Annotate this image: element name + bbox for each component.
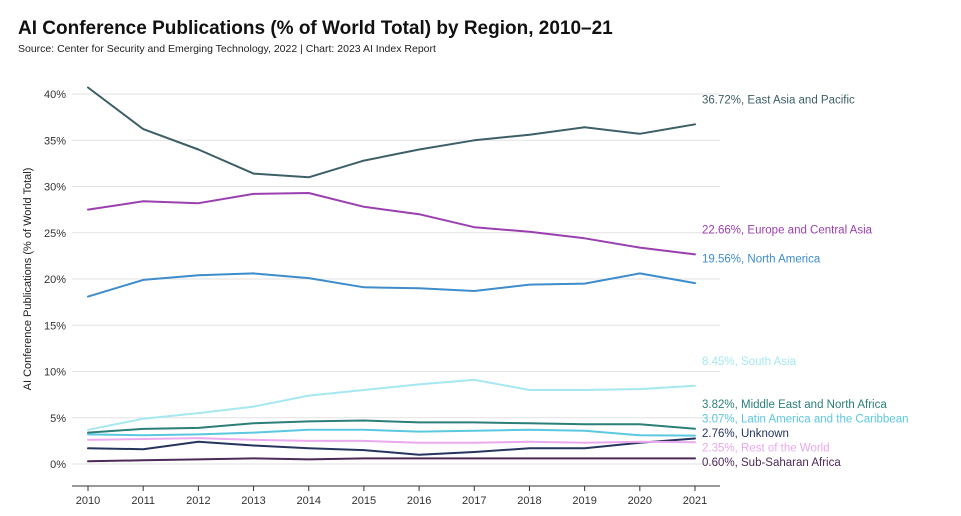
series-end-label: 22.66%, Europe and Central Asia <box>702 225 873 237</box>
series-end-label: 19.56%, North America <box>702 253 821 265</box>
chart-title: AI Conference Publications (% of World T… <box>18 18 613 39</box>
y-tick-label: 25% <box>44 228 66 240</box>
y-tick-label: 20% <box>44 274 66 286</box>
y-tick-label: 5% <box>50 413 66 425</box>
series-line <box>87 272 696 298</box>
series-line <box>87 457 696 463</box>
x-tick-label: 2017 <box>462 495 486 507</box>
y-tick-label: 0% <box>50 459 66 471</box>
y-axis-title: AI Conference Publications (% of World T… <box>22 168 34 391</box>
y-tick-label: 35% <box>44 135 66 147</box>
y-tick-label: 40% <box>44 89 66 101</box>
series-line <box>87 437 696 444</box>
x-tick-label: 2011 <box>131 495 155 507</box>
chart-source: Source: Center for Security and Emerging… <box>18 43 436 55</box>
gridlines <box>72 93 720 465</box>
x-tick-label: 2016 <box>407 495 431 507</box>
x-tick-label: 2015 <box>352 495 376 507</box>
series-line <box>87 192 696 256</box>
series-line <box>87 428 696 437</box>
series-end-label: 2.35%, Rest of the World <box>702 443 830 455</box>
x-tick-label: 2014 <box>296 495 320 507</box>
series-end-label: 0.60%, Sub-Saharan Africa <box>702 457 841 469</box>
x-tick-label: 2012 <box>186 495 210 507</box>
x-tick-label: 2020 <box>628 495 652 507</box>
series-lines <box>87 86 696 463</box>
series-end-label: 8.45%, South Asia <box>702 356 797 368</box>
axes: 0% 5% 10% 15% 20% 25% 30% 35% 40% 2010 2011 2012 201… <box>44 89 720 507</box>
series-end-label: 2.76%, Unknown <box>702 428 789 440</box>
x-tick-label: 2010 <box>76 495 100 507</box>
series-end-labels: 36.72%, East Asia and Pacific 22.66%, Eur… <box>702 95 909 469</box>
series-line <box>87 437 696 456</box>
series-end-label: 36.72%, East Asia and Pacific <box>702 95 855 107</box>
y-tick-label: 10% <box>44 367 66 379</box>
series-line <box>87 419 696 434</box>
series-end-label: 3.82%, Middle East and North Africa <box>702 399 887 411</box>
x-tick-label: 2021 <box>683 495 707 507</box>
x-tick-label: 2018 <box>517 495 541 507</box>
series-line <box>87 378 696 431</box>
series-end-label: 3.07%, Latin America and the Caribbean <box>702 414 909 426</box>
y-tick-label: 30% <box>44 182 66 194</box>
y-tick-label: 15% <box>44 320 66 332</box>
series-line <box>87 86 696 179</box>
x-tick-label: 2019 <box>572 495 596 507</box>
x-tick-label: 2013 <box>241 495 265 507</box>
